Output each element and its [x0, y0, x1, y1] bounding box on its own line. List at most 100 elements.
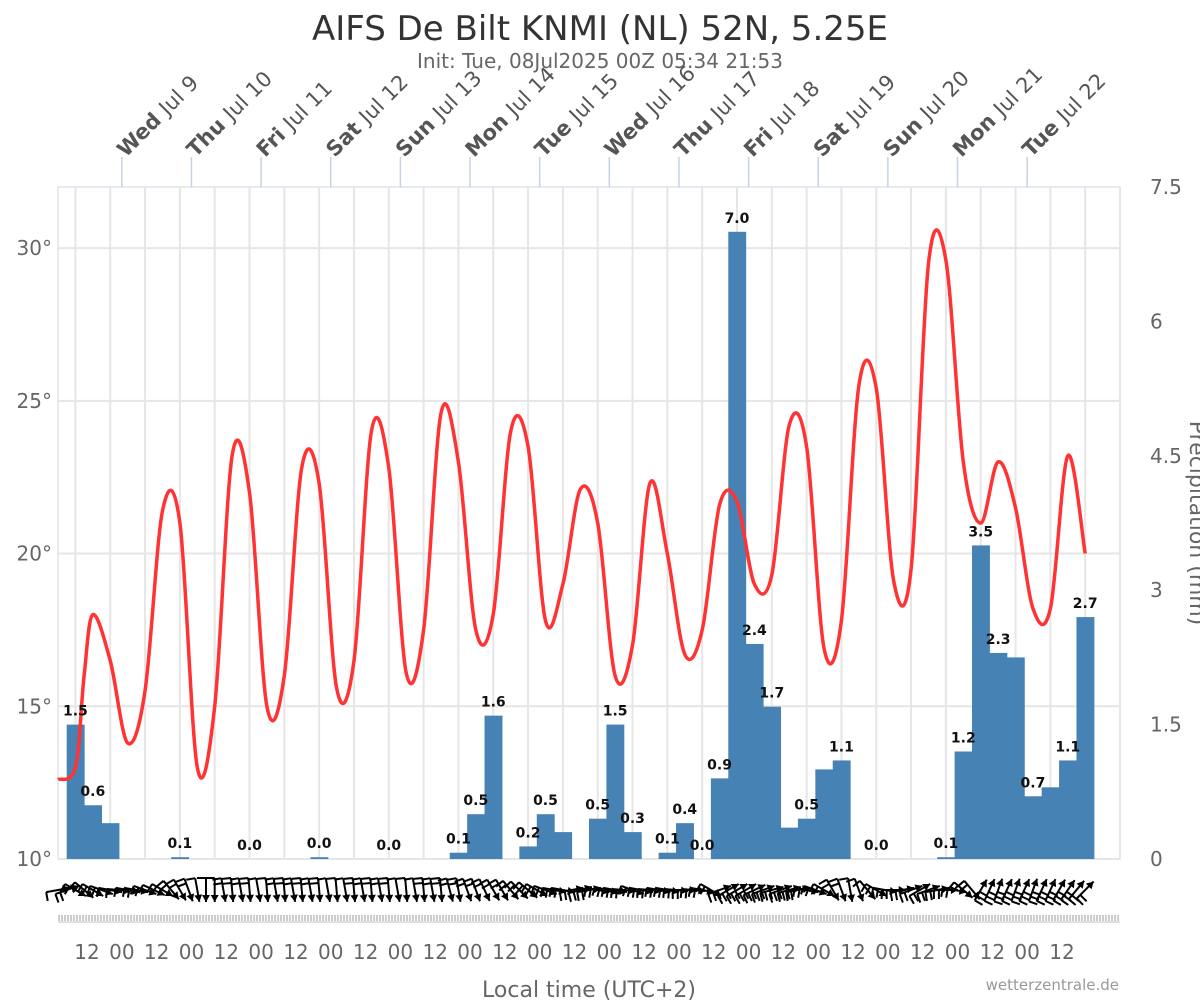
wind-barb-feather	[105, 888, 108, 899]
wind-strip-dot	[640, 915, 642, 921]
wind-strip-dot	[928, 915, 930, 921]
wind-barb-head	[739, 884, 748, 891]
wind-strip-dot	[415, 915, 417, 921]
wind-barb-head	[520, 890, 528, 899]
wind-strip-dot	[238, 915, 240, 921]
wind-strip-dot	[166, 915, 168, 921]
wind-barb	[828, 877, 847, 902]
wind-strip-dot	[214, 915, 216, 921]
wind-barb-head	[437, 894, 446, 902]
wind-strip-dot	[814, 915, 816, 921]
wind-strip-dot	[358, 915, 360, 921]
wind-barb-feather	[553, 888, 557, 898]
wind-barb	[908, 883, 931, 905]
wind-barb-feather	[1028, 900, 1038, 906]
wind-barb-feather	[334, 877, 344, 881]
x-tick-label: 12	[701, 940, 726, 964]
wind-barb-head	[500, 892, 508, 901]
wind-strip-dot	[265, 915, 267, 921]
x-tick-label: 12	[422, 940, 447, 964]
wind-strip-dot	[721, 915, 723, 921]
wind-barb-feather	[45, 891, 49, 902]
wind-barb-head	[757, 884, 766, 892]
wind-strip-dot	[325, 915, 327, 921]
wind-barb	[291, 877, 307, 903]
wind-strip-dot	[562, 915, 564, 921]
wind-strip-dot	[634, 915, 636, 921]
y-left-tick-label: 10°	[17, 847, 52, 871]
wind-barb-feather	[413, 882, 424, 885]
wind-barb-feather	[126, 888, 131, 898]
wind-barb	[221, 877, 237, 903]
wind-barb	[889, 885, 915, 902]
x-tick-label: 12	[74, 940, 99, 964]
precipitation-bar	[606, 724, 625, 859]
wind-strip-dot	[208, 915, 210, 921]
wind-strip-dot	[568, 915, 570, 921]
wind-barb	[212, 877, 229, 902]
wind-strip-dot	[421, 915, 423, 921]
wind-barb-feather	[72, 884, 80, 894]
wind-barb	[326, 877, 341, 903]
wind-barb-feather	[516, 884, 524, 894]
wind-strip-dot	[979, 915, 981, 921]
wind-strip-dot	[901, 915, 903, 921]
wind-barb-head	[298, 894, 307, 902]
wind-barb-head	[1040, 879, 1048, 888]
precipitation-bar	[989, 652, 1008, 859]
wind-strip-dot	[661, 915, 663, 921]
wind-barb-feather	[617, 885, 623, 895]
wind-barb-feather	[649, 888, 653, 898]
wind-strip-dot	[181, 915, 183, 921]
wind-barb-feather	[947, 881, 955, 890]
wind-barb-head	[245, 894, 254, 902]
wind-barb-feather	[1020, 895, 1030, 902]
wind-strip-dot	[649, 915, 651, 921]
y-right-tick-label: 6	[1150, 309, 1163, 333]
wind-barb-feather	[983, 899, 993, 906]
wind-strip-dot	[1057, 915, 1059, 921]
precipitation-bar-labels: 1.5 0.6 0.1 0.0 0.0 0.0 0.1 0.5 1.6 0.2 0.5 0.5 1.5 0…	[63, 211, 1098, 854]
wind-barb-feather	[462, 877, 473, 883]
wind-strip-dot	[1111, 915, 1113, 921]
wind-barb-head	[1005, 879, 1013, 888]
wind-barb-feather	[636, 888, 639, 899]
wind-strip-dot	[454, 915, 456, 921]
wind-barb	[421, 877, 438, 902]
wind-barb-feather	[121, 887, 126, 897]
wind-strip-dot	[58, 915, 60, 921]
x-tick-label: 12	[144, 940, 169, 964]
wind-barb-feather	[361, 877, 371, 880]
wind-barb-head	[289, 894, 298, 902]
x-tick-label: 12	[840, 940, 865, 964]
wind-barb-feather	[734, 895, 741, 905]
wind-barb-feather	[1044, 899, 1054, 906]
wind-strip-dot	[988, 915, 990, 921]
wind-barb	[256, 877, 272, 903]
x-tick-label: 12	[910, 940, 935, 964]
wind-barb-feather	[229, 877, 239, 881]
wind-barb-feather	[503, 880, 512, 889]
wind-barb-feather	[605, 888, 610, 898]
wind-strip-dot	[100, 915, 102, 921]
wind-strip-dot	[217, 915, 219, 921]
wind-barb	[759, 884, 784, 903]
wind-strip-dot	[727, 915, 729, 921]
wind-barb-head	[359, 894, 368, 902]
wind-barb-feather	[175, 877, 185, 883]
wind-barb-head	[914, 884, 923, 893]
wind-strip-dot	[301, 915, 303, 921]
wind-barb-feather	[812, 886, 819, 895]
x-tick-label: 00	[179, 940, 204, 964]
wind-barb-feather	[326, 877, 336, 880]
wind-barb-feather	[151, 886, 158, 895]
wind-strip-dot	[151, 915, 153, 921]
wind-barb-feather	[1079, 894, 1088, 903]
wind-barb-head	[201, 895, 210, 902]
wind-barb-head	[255, 894, 264, 902]
wind-barb	[1075, 880, 1095, 906]
wind-strip-dot	[931, 915, 933, 921]
precipitation-value-label: 0.3	[620, 811, 645, 827]
wind-strip-dot	[139, 915, 141, 921]
wind-strip-dot	[1099, 915, 1101, 921]
